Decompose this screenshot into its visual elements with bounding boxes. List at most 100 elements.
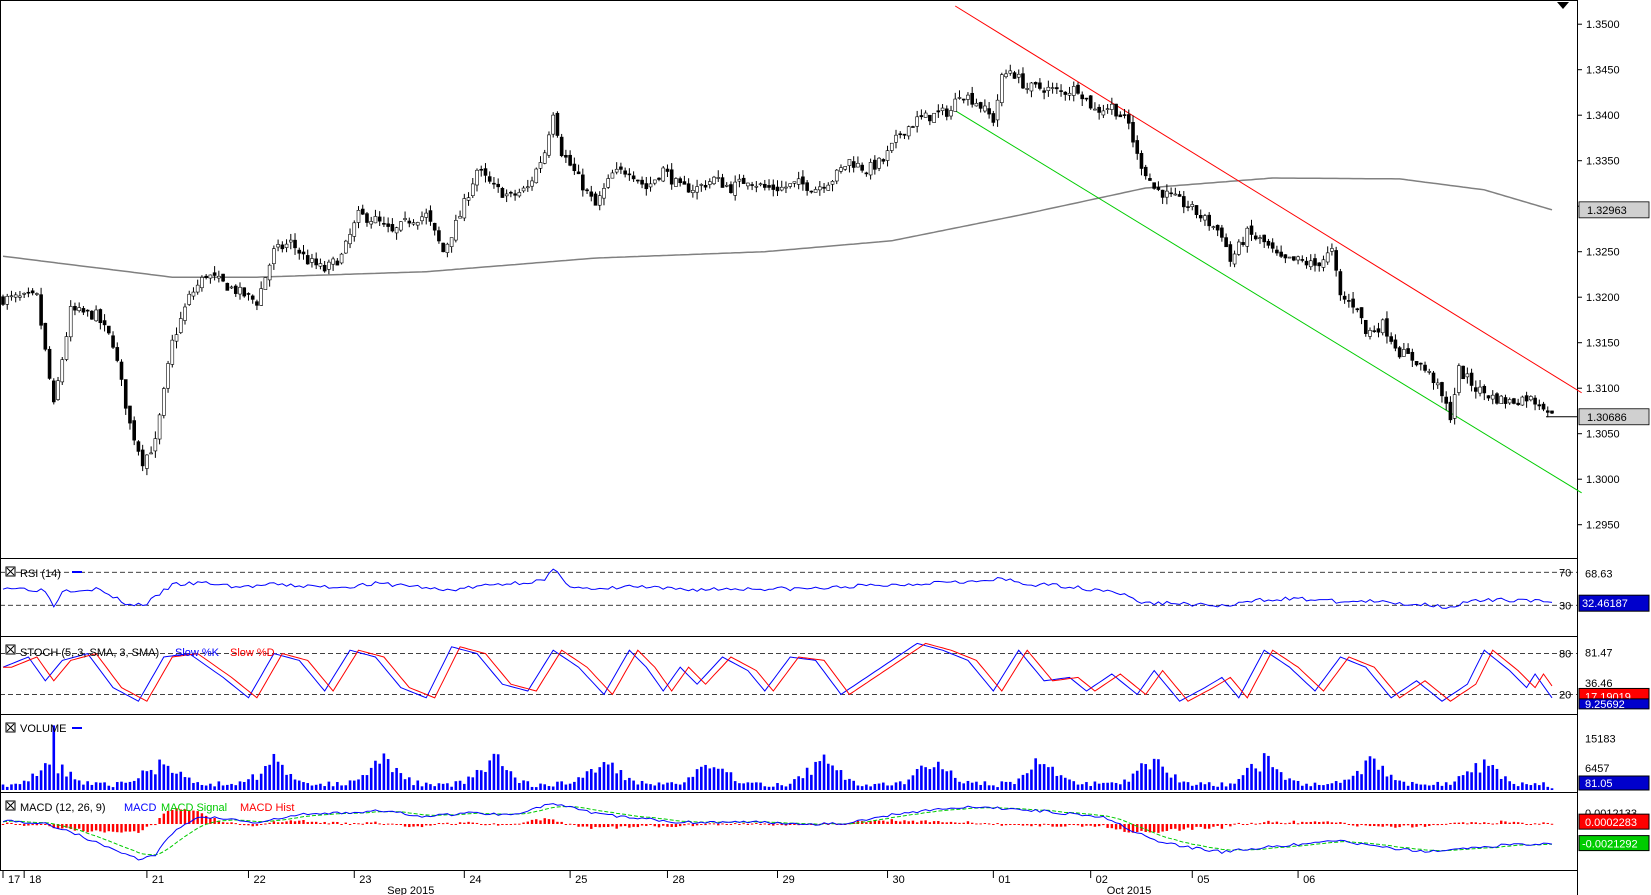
candle-body [166,363,170,389]
macd-hist-bar [670,824,673,827]
candle [1368,327,1372,340]
macd-hist-bar [1542,822,1545,824]
macd-hist-bar [285,821,288,824]
macd-panel[interactable] [1,803,1554,861]
macd-hist-bar [1097,824,1101,827]
volume-bar [259,773,263,790]
macd-hist-bar [120,824,123,833]
volume-bar [907,779,910,790]
volume-bar [1034,758,1037,790]
macd-hist-bar [31,824,34,826]
candle-body [331,258,335,265]
candle [1414,361,1419,367]
candle [585,188,589,195]
candle-body [1359,307,1364,319]
stoch-legend-d: Slow %D [230,647,275,659]
candle [720,173,725,188]
macd-hist-bar [615,824,618,829]
volume-bar [1364,760,1368,790]
candle-body [1529,396,1533,401]
candle-body [826,184,831,191]
macd-hist-bar [1343,822,1346,824]
candle [1275,245,1279,256]
candle-body [225,282,230,291]
volume-bar [1165,772,1169,790]
macd-hist-bar [501,824,504,825]
macd-hist-bar [141,824,144,831]
price-panel[interactable] [1,5,1582,494]
volume-bar [653,785,657,790]
volume-bar [1085,782,1088,790]
candle [1050,82,1055,94]
candle [928,114,932,126]
panel-frame-rsi [0,558,1578,637]
volume-bar [1461,775,1465,790]
volume-bar [1389,774,1393,790]
macd-hist-bar [154,824,157,826]
macd-hist-bar [1525,824,1528,825]
volume-bar [1542,782,1545,790]
candle [1093,102,1097,111]
candle [1419,362,1423,371]
volume-bar [733,781,737,790]
macd-hist-bar [767,824,771,826]
macd-hist-bar [788,824,792,825]
candle [750,181,754,191]
macd-hist-bar [776,823,779,825]
macd-hist-bar [530,819,534,824]
macd-hist-bar [535,819,538,824]
candle-body [339,253,344,264]
volume-bar [251,774,255,790]
volume-panel[interactable] [1,725,1554,790]
volume-bar [526,781,530,790]
candle-body [1249,225,1254,235]
candle-body [1025,88,1030,90]
candle-body [449,237,454,247]
candle [119,359,124,386]
macd-hist-bar [1072,824,1075,826]
candle [627,168,632,181]
macd-hist-bar [1318,822,1321,824]
price-tick-label: 1.3250 [1586,247,1620,259]
macd-hist-bar [1076,824,1080,826]
price-tick-label: 1.3100 [1586,383,1620,395]
macd-hist-bar [52,824,55,829]
macd-hist-bar [1474,822,1478,824]
candle-body [1380,319,1385,334]
macd-legend-hist: MACD Hist [240,802,294,814]
candle-body [1372,330,1377,332]
date-tick-label: 24 [469,874,481,886]
candle [1545,406,1550,418]
candle [809,190,814,194]
macd-hist-bar [1191,824,1194,830]
volume-bar [221,785,225,790]
stoch-level-label: 20 [1559,689,1571,701]
volume-bar [145,771,149,790]
macd-hist-bar [932,821,936,824]
price-tick-label: 1.3150 [1586,338,1620,350]
macd-hist-bar [1279,822,1283,824]
candle [1114,103,1118,120]
volume-bar [755,782,758,790]
macd-hist-bar [149,824,153,826]
candle-body [889,142,894,151]
candle-body [496,183,500,188]
macd-hist-bar [662,824,665,826]
volume-bar [509,771,513,790]
volume-bar [649,784,652,790]
candle [310,253,314,268]
volume-bar [446,783,449,790]
candle [1537,399,1542,410]
candle [73,302,77,316]
macd-hist-bar [958,822,961,824]
candle [1495,392,1499,405]
candle [682,175,687,185]
stoch-k-label: 9.25692 [1585,699,1625,711]
candle-body [77,307,81,312]
macd-hist-bar [1000,824,1004,826]
macd-signal-line [2,806,1552,856]
candle [1516,398,1520,406]
candle-body [403,218,407,220]
